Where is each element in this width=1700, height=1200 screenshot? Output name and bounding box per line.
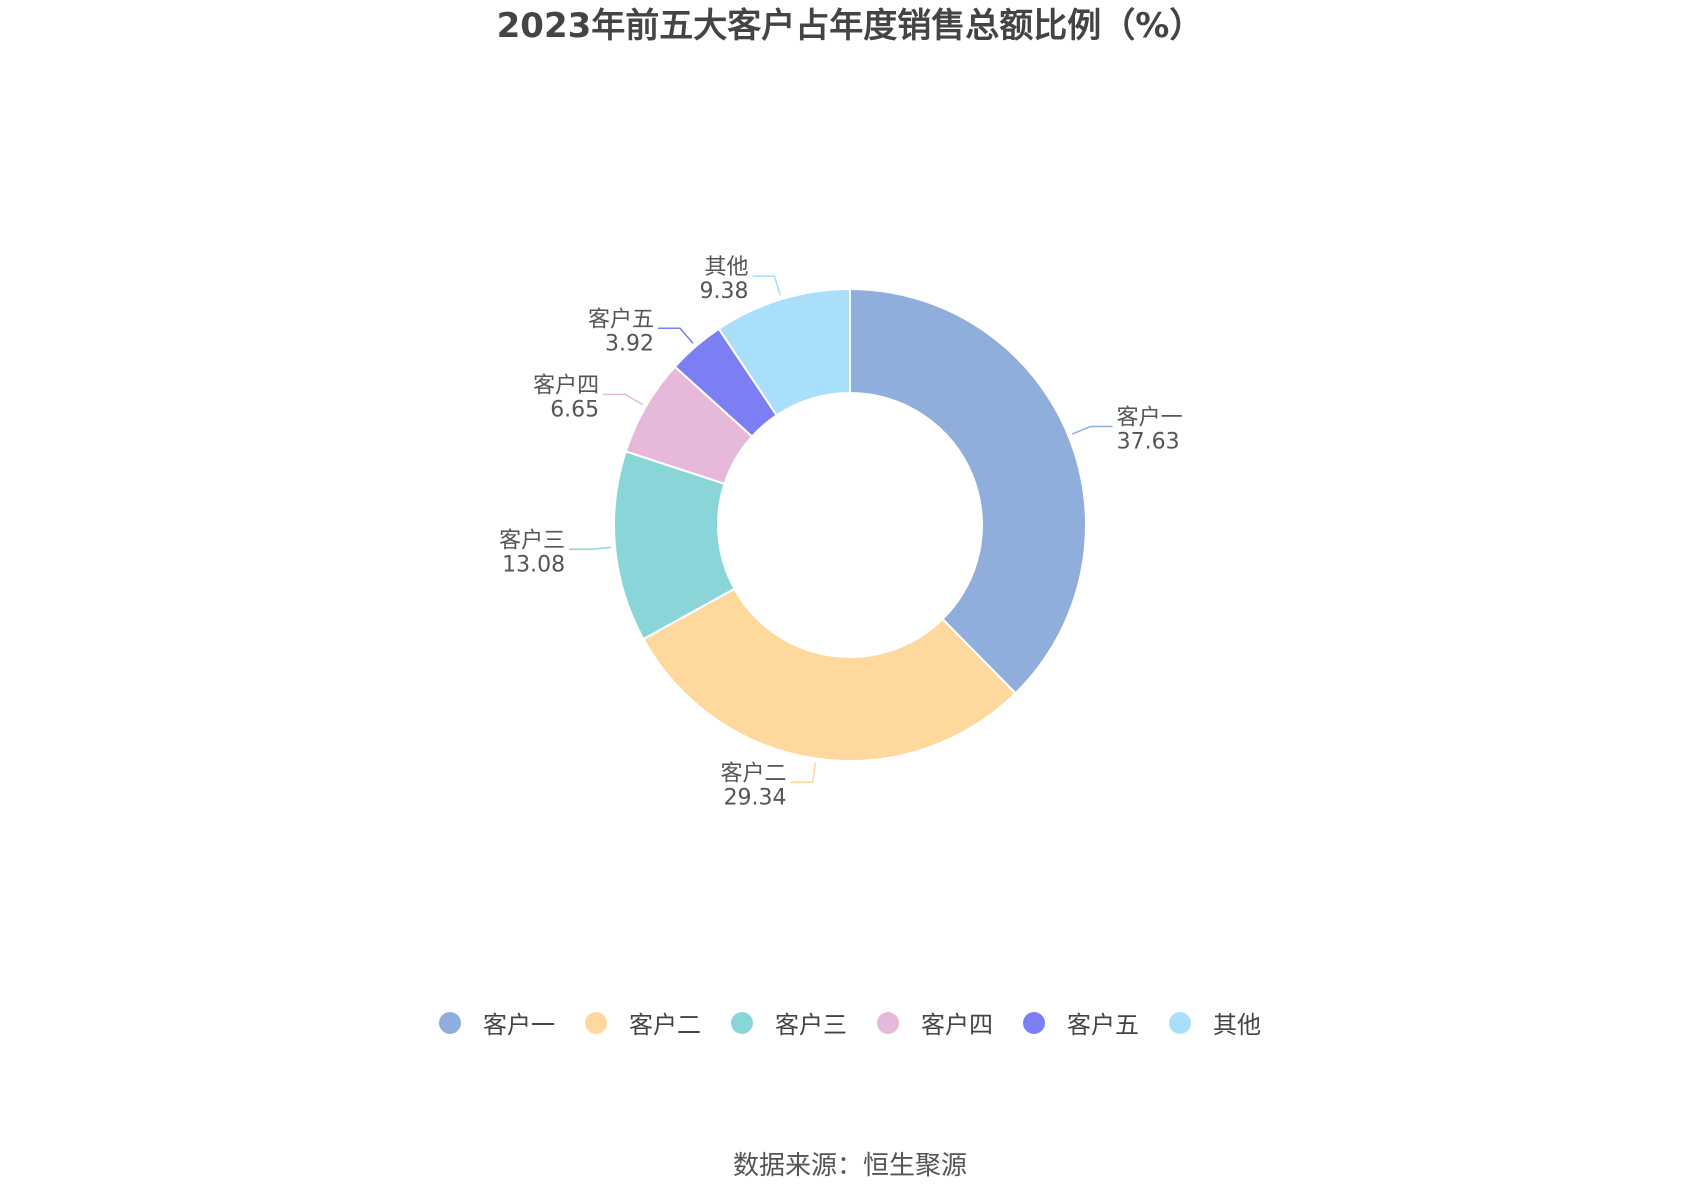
legend: 客户一 客户二 客户三 客户四 客户五 其他 <box>0 1005 1700 1040</box>
slice-value-5: 9.38 <box>700 279 749 304</box>
legend-item-customer-5[interactable]: 客户五 <box>1023 1005 1139 1040</box>
legend-item-customer-1[interactable]: 客户一 <box>439 1005 555 1040</box>
legend-item-customer-4[interactable]: 客户四 <box>877 1005 993 1040</box>
leader-line-4 <box>658 327 694 344</box>
legend-item-customer-3[interactable]: 客户三 <box>731 1005 847 1040</box>
legend-label: 其他 <box>1213 1011 1261 1039</box>
slices-group <box>613 287 1087 762</box>
slice-value-1: 29.34 <box>724 785 787 810</box>
leader-line-1 <box>790 762 817 784</box>
slice-0[interactable] <box>849 287 1087 695</box>
leader-line-3 <box>603 393 643 406</box>
legend-item-customer-2[interactable]: 客户二 <box>585 1005 701 1040</box>
slice-label-5: 其他 <box>704 255 748 280</box>
slice-label-4: 客户五 <box>588 307 654 332</box>
leader-lines-group <box>569 275 1113 784</box>
slice-label-0: 客户一 <box>1117 405 1183 430</box>
data-source: 数据来源：恒生聚源 <box>732 1151 967 1181</box>
leader-line-5 <box>752 275 782 296</box>
slice-value-0: 37.63 <box>1117 429 1180 454</box>
slice-label-3: 客户四 <box>533 373 599 398</box>
legend-dot <box>1169 1011 1191 1034</box>
slice-value-2: 13.08 <box>502 552 565 577</box>
legend-label: 客户二 <box>629 1011 701 1039</box>
leader-line-2 <box>569 546 612 551</box>
legend-dot <box>585 1011 607 1034</box>
slice-value-4: 3.92 <box>605 331 654 356</box>
leader-line-0 <box>1071 425 1113 435</box>
slice-label-1: 客户二 <box>721 761 787 786</box>
legend-dot <box>877 1011 899 1034</box>
legend-dot <box>731 1011 753 1034</box>
slice-value-3: 6.65 <box>550 397 599 422</box>
legend-label: 客户五 <box>1067 1011 1139 1039</box>
slice-label-2: 客户三 <box>499 528 565 553</box>
legend-dot <box>1023 1011 1045 1034</box>
chart-title: 2023年前五大客户占年度销售总额比例（%） <box>496 6 1204 46</box>
legend-label: 客户三 <box>775 1011 847 1039</box>
legend-item-other[interactable]: 其他 <box>1169 1005 1261 1040</box>
legend-dot <box>439 1011 461 1034</box>
legend-label: 客户四 <box>921 1011 993 1039</box>
legend-label: 客户一 <box>483 1011 555 1039</box>
slice-5[interactable] <box>717 287 851 417</box>
slice-1[interactable] <box>642 587 1017 762</box>
